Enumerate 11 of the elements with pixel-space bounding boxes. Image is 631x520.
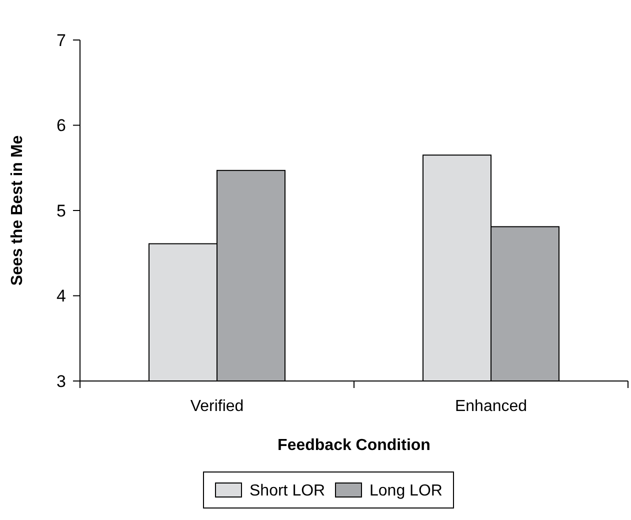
y-tick-label: 5 bbox=[56, 201, 66, 220]
legend-label: Long LOR bbox=[370, 482, 442, 500]
y-tick-label: 7 bbox=[56, 30, 66, 50]
x-axis-title: Feedback Condition bbox=[278, 437, 430, 454]
x-tick-label: Verified bbox=[190, 398, 244, 415]
legend-label: Short LOR bbox=[250, 482, 326, 500]
y-tick-label: 6 bbox=[56, 116, 66, 136]
y-axis-title: Sees the Best in Me bbox=[9, 135, 26, 286]
y-tick-label: 4 bbox=[56, 286, 66, 306]
y-tick-label: 3 bbox=[56, 372, 66, 391]
x-tick-label: Enhanced bbox=[454, 398, 528, 415]
